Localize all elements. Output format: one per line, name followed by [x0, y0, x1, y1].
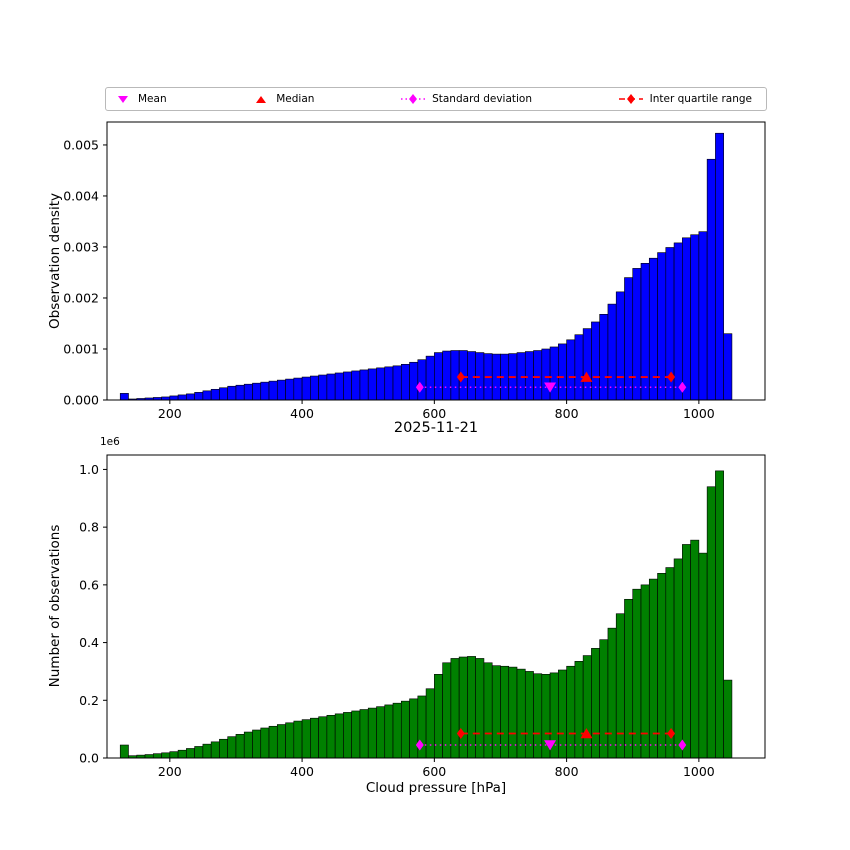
legend-label-iqr: Inter quartile range [649, 93, 752, 105]
legend-item-std: Standard deviation [400, 93, 532, 105]
svg-text:0.004: 0.004 [63, 188, 99, 203]
svg-text:400: 400 [290, 764, 314, 779]
plot-title-date: 2025-11-21 [393, 420, 479, 436]
svg-text:800: 800 [555, 764, 579, 779]
legend-item-mean: Mean [114, 93, 167, 105]
legend-label-mean: Mean [138, 93, 167, 105]
svg-text:200: 200 [158, 406, 182, 421]
svg-text:0.001: 0.001 [63, 341, 99, 356]
svg-text:0.8: 0.8 [79, 520, 99, 535]
svg-text:0.0: 0.0 [79, 751, 99, 766]
legend-label-median: Median [276, 93, 315, 105]
legend-label-std: Standard deviation [432, 93, 533, 105]
std-dotted-line-diamond-icon [401, 94, 426, 104]
svg-text:0.4: 0.4 [79, 635, 99, 650]
svg-text:400: 400 [290, 406, 314, 421]
svg-text:1000: 1000 [683, 764, 715, 779]
svg-text:0.2: 0.2 [79, 693, 99, 708]
x-axis-label: Cloud pressure [hPa] [365, 780, 507, 796]
svg-text:0.003: 0.003 [63, 239, 99, 254]
svg-text:0.6: 0.6 [79, 577, 99, 592]
svg-text:0.000: 0.000 [63, 393, 99, 408]
y-axis-offset-text: 1e6 [100, 436, 120, 448]
median-triangle-up-icon [256, 96, 267, 103]
iqr-dashed-line-diamond-icon [618, 94, 643, 104]
legend: Mean Median Standard deviation Inter qua… [105, 87, 767, 111]
svg-text:0.005: 0.005 [63, 137, 99, 152]
bottom-histogram-number-of-observations: 200 400 600 800 1000 0.0 0.2 0.4 0.6 0.8 1.0 [79, 454, 766, 779]
svg-text:1000: 1000 [683, 406, 715, 421]
svg-text:200: 200 [158, 764, 182, 779]
top-histogram-observation-density: 200 400 600 800 1000 0.000 0.001 0.002 0.003 0.00… [63, 121, 766, 421]
svg-text:600: 600 [422, 764, 446, 779]
svg-text:600: 600 [422, 406, 446, 421]
legend-item-median: Median [252, 93, 314, 105]
legend-item-iqr: Inter quartile range [618, 93, 752, 105]
svg-text:800: 800 [555, 406, 579, 421]
svg-text:1.0: 1.0 [79, 462, 99, 477]
svg-text:0.002: 0.002 [63, 290, 99, 305]
mean-triangle-down-icon [118, 96, 128, 103]
